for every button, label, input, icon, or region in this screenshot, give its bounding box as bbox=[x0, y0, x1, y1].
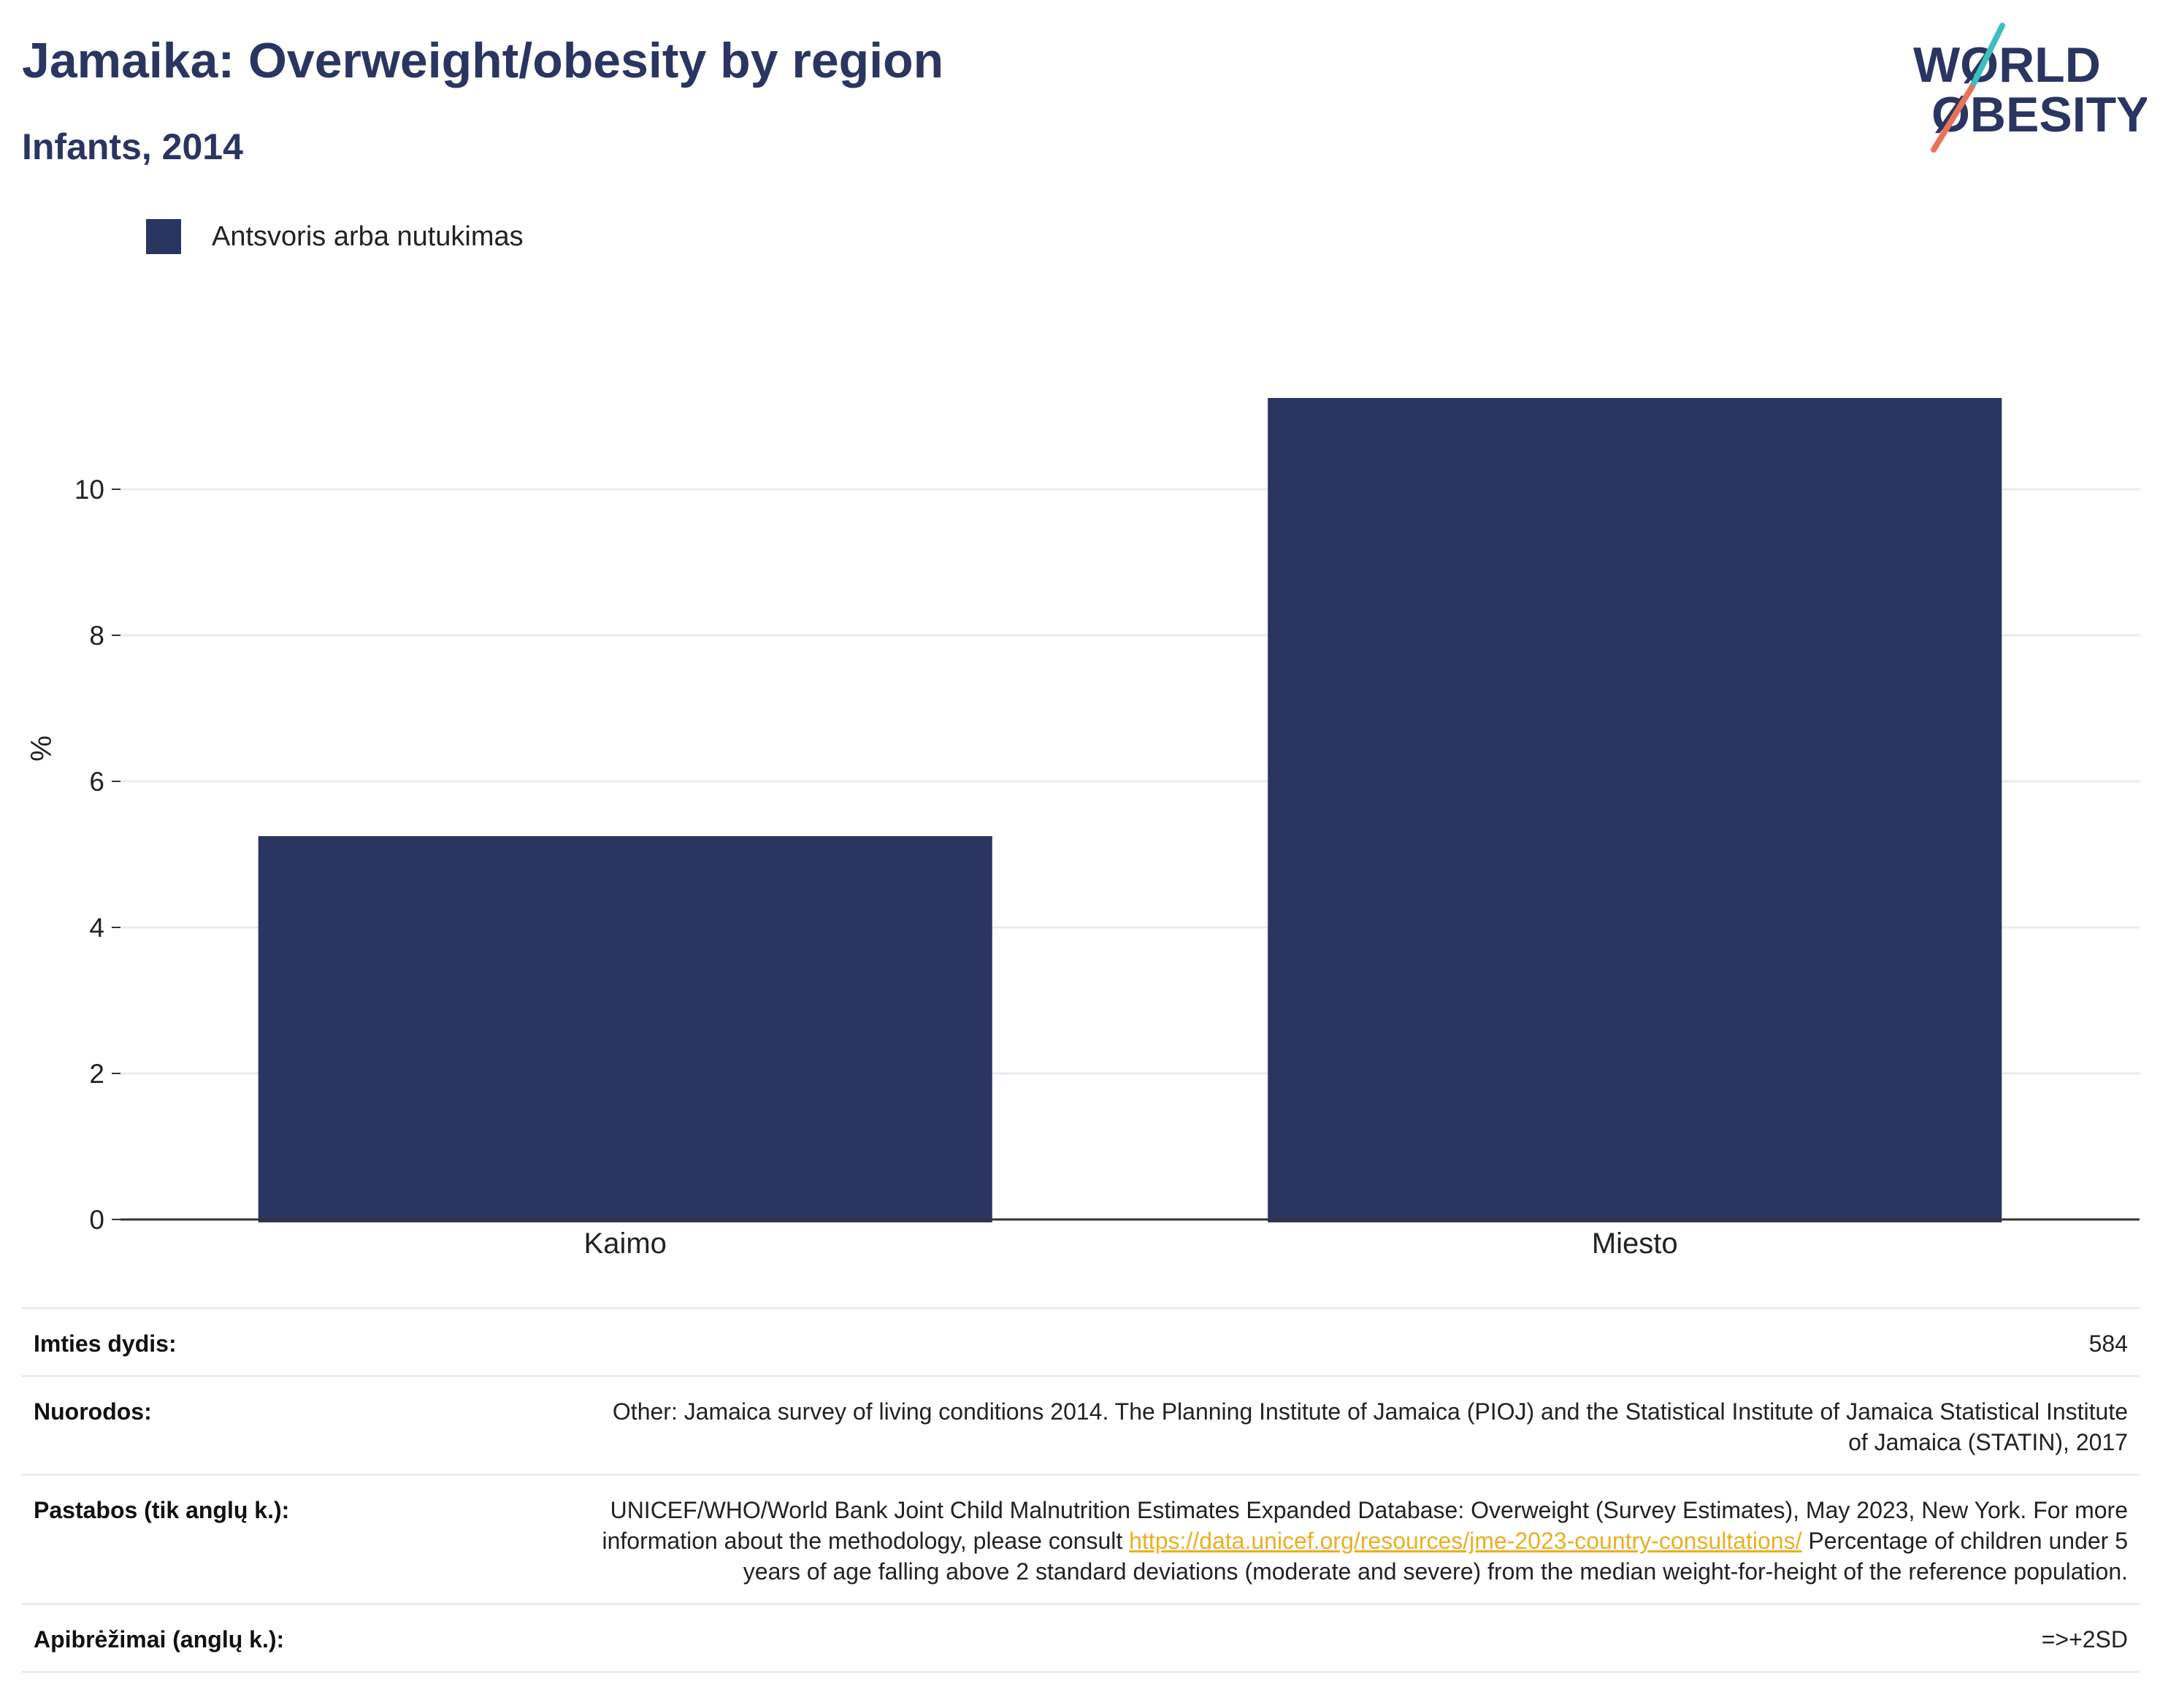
chart-subtitle: Infants, 2014 bbox=[22, 126, 243, 167]
logo-slash-bottom bbox=[1931, 85, 1975, 153]
references-label: Nuorodos: bbox=[34, 1398, 152, 1425]
notes-text-2: Percentage of children under 5 years of … bbox=[743, 1528, 2128, 1585]
chart-title: Jamaika: Overweight/obesity by region bbox=[22, 33, 944, 88]
sample-size-value: 584 bbox=[2088, 1330, 2128, 1357]
notes-value: UNICEF/WHO/World Bank Joint Child Malnut… bbox=[602, 1495, 2128, 1587]
legend[interactable]: Antsvoris arba nutukimas bbox=[146, 218, 524, 256]
definitions-value: =>+2SD bbox=[2041, 1626, 2128, 1653]
legend-swatch bbox=[146, 219, 181, 254]
x-tick-label: Kaimo bbox=[584, 1228, 667, 1260]
references-value: Other: Jamaica survey of living conditio… bbox=[612, 1398, 2128, 1455]
y-tick-label: 6 bbox=[89, 767, 104, 797]
sample-size-label: Imties dydis: bbox=[34, 1330, 177, 1357]
info-row-sample-size: Imties dydis: 584 bbox=[22, 1307, 2140, 1375]
y-tick-label: 2 bbox=[89, 1059, 104, 1089]
logo-slash-top bbox=[1969, 23, 2005, 91]
info-row-definitions: Apibrėžimai (anglų k.): =>+2SD bbox=[22, 1603, 2140, 1673]
y-tick-label: 8 bbox=[89, 621, 104, 651]
notes-label: Pastabos (tik anglų k.): bbox=[34, 1497, 290, 1523]
y-tick-label: 0 bbox=[89, 1205, 104, 1235]
notes-link[interactable]: https://data.unicef.org/resources/jme-20… bbox=[1129, 1528, 1802, 1554]
bar-miesto bbox=[1268, 398, 2002, 1222]
x-tick-label: Miesto bbox=[1592, 1228, 1678, 1260]
info-table: Imties dydis: 584 Nuorodos: Other: Jamai… bbox=[22, 1307, 2140, 1673]
info-row-notes: Pastabos (tik anglų k.): UNICEF/WHO/Worl… bbox=[22, 1474, 2140, 1603]
logo-line-1: WØRLD bbox=[1913, 37, 2101, 93]
y-tick-label: 10 bbox=[74, 475, 104, 505]
info-row-references: Nuorodos: Other: Jamaica survey of livin… bbox=[22, 1375, 2140, 1474]
definitions-label: Apibrėžimai (anglų k.): bbox=[34, 1626, 285, 1653]
y-axis-title: % bbox=[26, 735, 58, 762]
world-obesity-logo: WØRLD ØBESITY bbox=[1891, 22, 2150, 153]
bar-chart: 0 2 4 6 8 10% Kaimo Miesto bbox=[26, 398, 2140, 1260]
notes-text-1: UNICEF/WHO/World Bank Joint Child Malnut… bbox=[602, 1497, 2128, 1554]
legend-label: Antsvoris arba nutukimas bbox=[212, 221, 524, 252]
bar-kaimo bbox=[258, 836, 992, 1222]
y-tick-label: 4 bbox=[89, 913, 104, 943]
